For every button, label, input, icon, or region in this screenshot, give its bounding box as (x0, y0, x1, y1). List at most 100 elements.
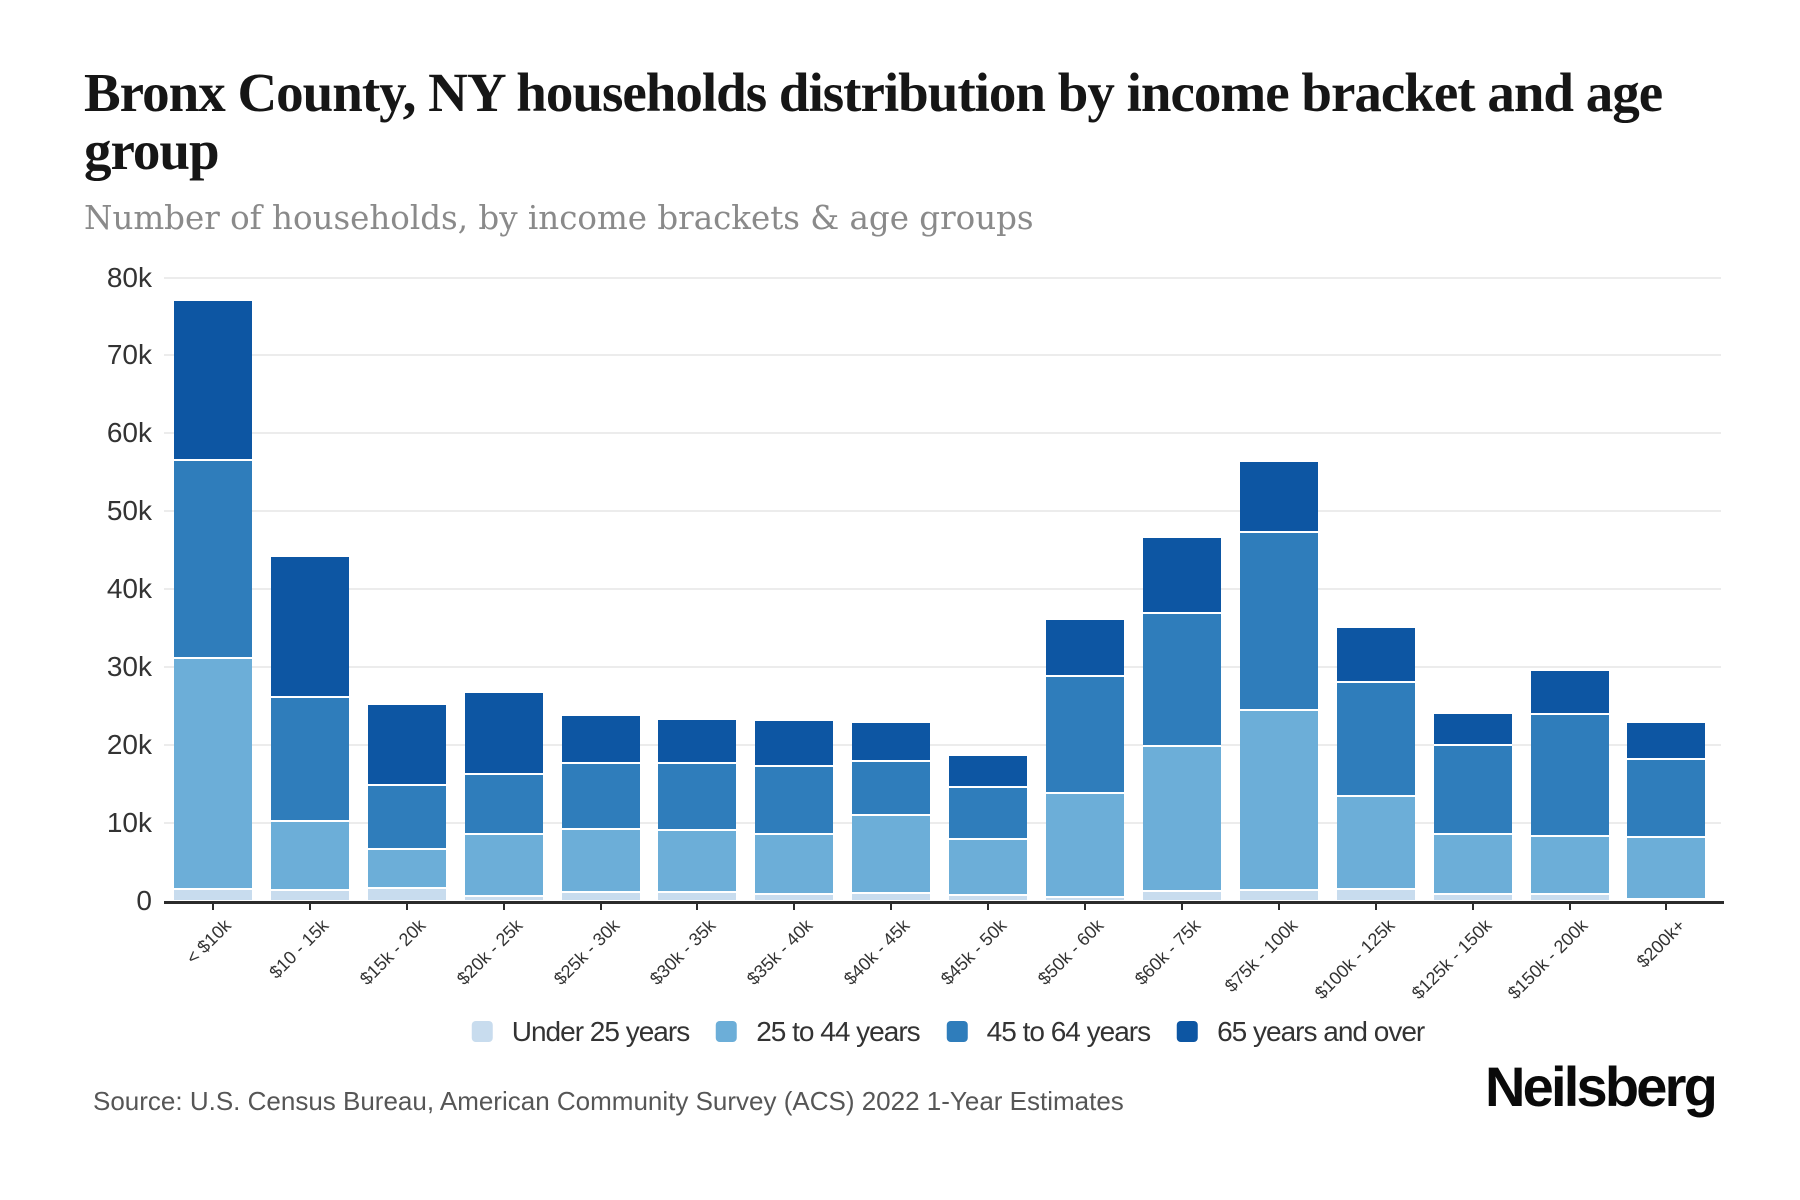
bar-segment-3-25-to-44-years[interactable] (367, 849, 446, 889)
x-axis-tick (1568, 903, 1571, 910)
bar-segment-14-25-to-44-years[interactable] (1433, 834, 1512, 895)
bar-segment-13-45-to-64-years[interactable] (1336, 682, 1415, 797)
y-axis-label: 30k (106, 650, 152, 682)
gridline-80k (164, 276, 1721, 279)
bar-segment-9-45-to-64-years[interactable] (949, 786, 1028, 839)
segment-separator (1530, 712, 1609, 715)
bar-segment-9-25-to-44-years[interactable] (949, 838, 1028, 896)
segment-separator (1627, 757, 1706, 760)
legend-label: 65 years and over (1217, 1016, 1425, 1047)
bar-segment-14-under-25-years[interactable] (1433, 894, 1512, 901)
bar-segment-11-65-years-and-over[interactable] (1142, 538, 1221, 614)
bar-segment-2-45-to-64-years[interactable] (270, 697, 349, 822)
gridline-40k (164, 588, 1721, 590)
x-axis-label: $200k+ (1632, 915, 1689, 972)
segment-separator (658, 828, 737, 831)
gridline-20k (164, 743, 1721, 746)
bar-segment-8-45-to-64-years[interactable] (852, 761, 931, 815)
bar-segment-14-45-to-64-years[interactable] (1433, 744, 1512, 835)
bar-segment-10-65-years-and-over[interactable] (1046, 620, 1125, 677)
bar-segment-15-45-to-64-years[interactable] (1530, 713, 1609, 836)
bar-segment-5-25-to-44-years[interactable] (561, 828, 640, 892)
bar-segment-3-45-to-64-years[interactable] (367, 785, 446, 850)
bar-segment-12-25-to-44-years[interactable] (1239, 710, 1318, 890)
bar-segment-10-25-to-44-years[interactable] (1046, 793, 1125, 897)
bar-segment-8-under-25-years[interactable] (852, 892, 931, 901)
segment-separator (1046, 675, 1125, 678)
bar-segment-4-45-to-64-years[interactable] (464, 773, 543, 835)
bar-segment-1-45-to-64-years[interactable] (173, 459, 252, 659)
bar-segment-14-65-years-and-over[interactable] (1433, 714, 1512, 745)
bar-segment-8-65-years-and-over[interactable] (852, 722, 931, 762)
bar-segment-9-65-years-and-over[interactable] (949, 756, 1028, 787)
legend-item-45-to-64-years[interactable]: 45 to 64 years (946, 1018, 1151, 1046)
bar-segment-16-65-years-and-over[interactable] (1627, 722, 1706, 759)
x-axis-line (164, 901, 1724, 904)
bar-segment-8-25-to-44-years[interactable] (852, 814, 931, 893)
bar-segment-6-45-to-64-years[interactable] (658, 762, 737, 830)
x-axis-label: $15k - 20k (355, 915, 430, 989)
bar-segment-11-25-to-44-years[interactable] (1142, 746, 1221, 892)
bar-segment-4-25-to-44-years[interactable] (464, 834, 543, 896)
bar-segment-15-under-25-years[interactable] (1530, 894, 1609, 901)
bar-segment-7-45-to-64-years[interactable] (755, 765, 834, 835)
bar-segment-11-45-to-64-years[interactable] (1142, 613, 1221, 747)
bar-segment-3-65-years-and-over[interactable] (367, 705, 446, 786)
bar-segment-9-under-25-years[interactable] (949, 895, 1028, 901)
bar-segment-6-65-years-and-over[interactable] (658, 719, 737, 763)
bar-segment-1-under-25-years[interactable] (173, 888, 252, 901)
segment-separator (1627, 897, 1706, 900)
gridline-50k (164, 510, 1721, 513)
bar-segment-13-65-years-and-over[interactable] (1336, 627, 1415, 683)
bar-segment-12-45-to-64-years[interactable] (1239, 532, 1318, 711)
chart-title: Bronx County, NY households distribution… (84, 62, 1663, 181)
bar-segment-6-under-25-years[interactable] (658, 891, 737, 901)
x-axis-tick (890, 903, 893, 910)
bar-segment-4-65-years-and-over[interactable] (464, 692, 543, 774)
legend-item-25-to-44-years[interactable]: 25 to 44 years (716, 1016, 921, 1047)
bar-segment-1-25-to-44-years[interactable] (173, 658, 252, 889)
bar-segment-5-65-years-and-over[interactable] (561, 715, 640, 763)
x-axis-tick (308, 903, 311, 910)
gridline-70k (164, 354, 1721, 357)
bar-segment-3-under-25-years[interactable] (367, 888, 446, 901)
gridline-10k (164, 821, 1721, 824)
bar-segment-12-under-25-years[interactable] (1239, 889, 1318, 901)
bar-segment-5-45-to-64-years[interactable] (561, 762, 640, 829)
segment-separator (464, 833, 543, 836)
bar-segment-12-65-years-and-over[interactable] (1239, 462, 1318, 533)
segment-separator (367, 784, 446, 787)
bar-segment-15-25-to-44-years[interactable] (1530, 835, 1609, 895)
legend-swatch-icon (471, 1021, 493, 1042)
legend-item-65-years-and-over[interactable]: 65 years and over (1177, 1016, 1425, 1047)
bar-segment-6-25-to-44-years[interactable] (658, 829, 737, 892)
x-axis-tick (1471, 903, 1474, 910)
bar-segment-1-65-years-and-over[interactable] (173, 300, 252, 460)
bar-segment-2-25-to-44-years[interactable] (270, 821, 349, 890)
x-axis-label: $35k - 40k (743, 915, 817, 989)
bar-segment-7-65-years-and-over[interactable] (755, 721, 834, 766)
bar-segment-16-45-to-64-years[interactable] (1627, 758, 1706, 837)
bar-segment-2-65-years-and-over[interactable] (270, 557, 349, 698)
legend-label: 25 to 44 years (756, 1016, 920, 1047)
bar-segment-15-65-years-and-over[interactable] (1530, 670, 1609, 714)
bar-segment-11-under-25-years[interactable] (1142, 891, 1221, 901)
bar-segment-7-under-25-years[interactable] (755, 894, 834, 901)
bar-segment-10-under-25-years[interactable] (1046, 896, 1125, 901)
bar-segment-7-25-to-44-years[interactable] (755, 834, 834, 895)
y-axis-label: 0 (136, 884, 152, 916)
segment-separator (1336, 795, 1415, 798)
bar-segment-4-under-25-years[interactable] (464, 895, 543, 901)
legend-item-under-25-years[interactable]: Under 25 years (471, 1018, 690, 1046)
x-axis-tick (1665, 903, 1668, 910)
segment-separator (1142, 890, 1221, 893)
bar-segment-2-under-25-years[interactable] (270, 889, 349, 901)
bar-segment-5-under-25-years[interactable] (561, 891, 640, 901)
bar-segment-13-25-to-44-years[interactable] (1336, 796, 1415, 889)
x-axis-label: < $10k (182, 915, 236, 969)
bar-segment-10-45-to-64-years[interactable] (1046, 676, 1125, 794)
bar-segment-16-25-to-44-years[interactable] (1627, 836, 1706, 899)
bar-segment-13-under-25-years[interactable] (1336, 888, 1415, 901)
segment-separator (755, 893, 834, 896)
